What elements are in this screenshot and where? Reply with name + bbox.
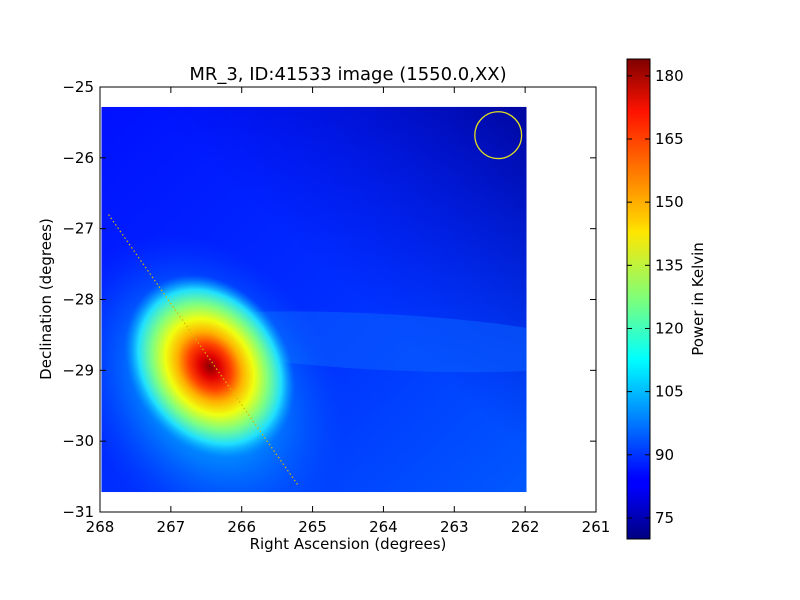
- x-tick-label: 268: [86, 518, 115, 536]
- y-tick-label: −30: [62, 432, 94, 450]
- y-tick-label: −29: [62, 361, 94, 379]
- colorbar-tick-label: 120: [655, 319, 684, 337]
- y-tick-label: −31: [62, 503, 94, 521]
- x-axis-label: Right Ascension (degrees): [250, 535, 447, 553]
- y-axis-label: Declination (degrees): [37, 218, 55, 380]
- chart-title: MR_3, ID:41533 image (1550.0,XX): [189, 64, 506, 85]
- y-tick-label: −27: [62, 220, 94, 238]
- x-axis: 268 267 266 265 264 263 262 261: [86, 87, 611, 536]
- colorbar-tick-label: 75: [655, 509, 674, 527]
- x-tick-label: 265: [298, 518, 327, 536]
- heatmap-image: [101, 106, 527, 493]
- x-tick-label: 263: [440, 518, 469, 536]
- x-tick-label: 262: [511, 518, 540, 536]
- x-tick-label: 266: [227, 518, 256, 536]
- colorbar-tick-label: 165: [655, 130, 684, 148]
- y-tick-label: −26: [62, 149, 94, 167]
- colorbar: [627, 59, 650, 539]
- colorbar-label: Power in Kelvin: [689, 242, 707, 356]
- colorbar-ticks: 75 90 105 120 135 150 165 180: [627, 67, 684, 527]
- colorbar-tick-label: 90: [655, 446, 674, 464]
- x-tick-label: 261: [582, 518, 611, 536]
- beam-circle: [474, 111, 523, 160]
- colorbar-tick-label: 150: [655, 193, 684, 211]
- hotspot-core: [124, 274, 295, 459]
- y-tick-label: −28: [62, 291, 94, 309]
- colorbar-tick-label: 180: [655, 67, 684, 85]
- colorbar-tick-label: 105: [655, 383, 684, 401]
- y-tick-label: −25: [62, 78, 94, 96]
- colorbar-tick-label: 135: [655, 256, 684, 274]
- x-tick-label: 264: [369, 518, 398, 536]
- colorbar-frame: [626, 58, 651, 540]
- y-axis: −25 −26 −27 −28 −29 −30 −31: [62, 78, 596, 521]
- x-tick-label: 267: [157, 518, 186, 536]
